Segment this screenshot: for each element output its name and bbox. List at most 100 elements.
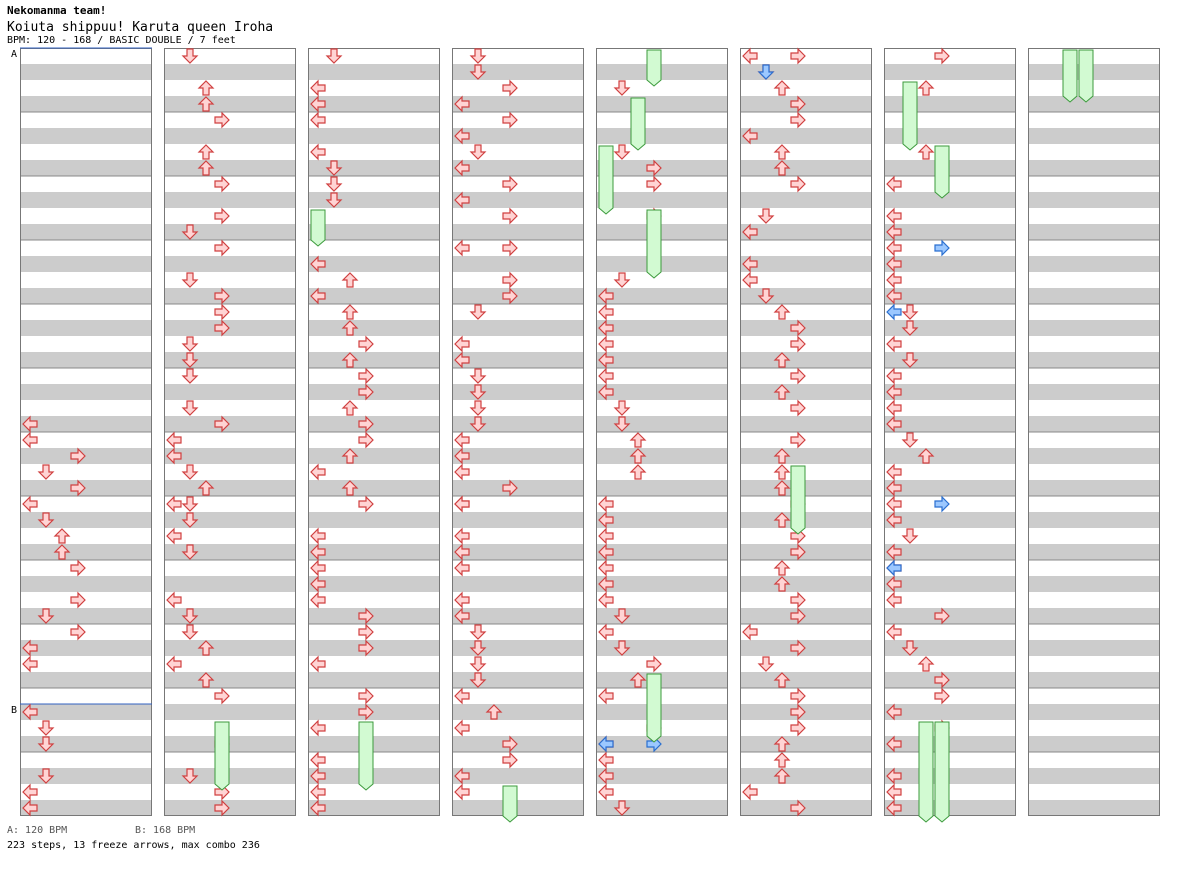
step-arrow [181,464,199,480]
beat-stripe [308,576,440,592]
beat-stripe [740,576,872,592]
beat-stripe [740,800,872,816]
step-arrow [166,527,182,545]
freeze-arrow [790,465,806,535]
beat-stripe [308,608,440,624]
chart-panel [884,48,1016,816]
step-arrow [646,655,662,673]
beat-stripe [164,672,296,688]
step-arrow [598,319,614,337]
step-arrow [197,96,215,112]
chart-panel [20,48,152,816]
panel-border [884,48,1016,816]
step-arrow [310,111,326,129]
step-arrow [454,559,470,577]
beat-stripe [20,160,152,176]
step-arrow [598,751,614,769]
step-arrow [790,719,806,737]
step-arrow [469,640,487,656]
beat-stripe [164,736,296,752]
beat-stripe [1028,704,1160,720]
beat-stripe [740,640,872,656]
step-arrow [502,239,518,257]
step-arrow [454,335,470,353]
step-arrow [886,479,902,497]
step-arrow [310,655,326,673]
beat-stripe [20,608,152,624]
step-arrow [454,495,470,513]
step-arrow [325,192,343,208]
step-arrow [181,512,199,528]
freeze-arrow [310,209,326,247]
beat-stripe [164,704,296,720]
step-arrow [598,287,614,305]
beat-stripe [164,800,296,816]
step-arrow [70,623,86,641]
step-arrow [469,672,487,688]
beat-stripe [596,800,728,816]
step-arrow [469,400,487,416]
beat-stripe [1028,608,1160,624]
step-arrow [901,528,919,544]
beat-stripe [20,448,152,464]
beat-stripe [308,160,440,176]
beat-stripe [452,288,584,304]
step-arrow [629,432,647,448]
chart-panel [452,48,584,816]
step-arrow [53,544,71,560]
beat-stripe [308,288,440,304]
step-arrow [454,191,470,209]
step-arrow [598,527,614,545]
beat-stripe [1028,224,1160,240]
step-arrow [325,176,343,192]
step-arrow [358,431,374,449]
beat-stripe [20,640,152,656]
step-arrow [37,608,55,624]
beat-stripe [20,288,152,304]
beat-stripe [596,128,728,144]
step-arrow [773,144,791,160]
step-arrow [469,304,487,320]
chart-panel [740,48,872,816]
step-arrow [598,383,614,401]
beat-stripe [308,256,440,272]
song-title: Koiuta shippuu! Karuta queen Iroha [7,20,274,35]
beat-stripe [1028,256,1160,272]
freeze-arrow [902,81,918,151]
panel-border [1028,48,1160,816]
step-arrow [598,495,614,513]
step-arrow [502,111,518,129]
beat-stripe [20,480,152,496]
step-arrow [37,736,55,752]
step-arrow [886,703,902,721]
step-arrow [934,687,950,705]
beat-stripe [164,640,296,656]
step-arrow [598,335,614,353]
step-arrow [598,623,614,641]
beat-stripe [596,320,728,336]
step-arrow [181,608,199,624]
step-arrow [341,320,359,336]
step-arrow-blue [886,559,902,577]
beat-stripe [452,512,584,528]
step-arrow [70,559,86,577]
chart-info: BPM: 120 - 168 / BASIC DOUBLE / 7 feet [7,35,236,46]
step-arrow [790,543,806,561]
beat-stripe [740,192,872,208]
beat-stripe [884,640,1016,656]
beat-stripe [308,416,440,432]
beat-stripe [596,352,728,368]
beat-stripe [596,288,728,304]
beat-stripe [740,672,872,688]
step-arrow [886,287,902,305]
beat-stripe [740,160,872,176]
step-arrow [742,271,758,289]
step-arrow [214,319,230,337]
bpm-b-label: B: 168 BPM [135,825,196,836]
step-arrow [886,735,902,753]
step-arrow [502,735,518,753]
freeze-arrow [598,145,614,215]
beat-stripe [596,448,728,464]
step-arrow [341,480,359,496]
step-arrow [469,624,487,640]
